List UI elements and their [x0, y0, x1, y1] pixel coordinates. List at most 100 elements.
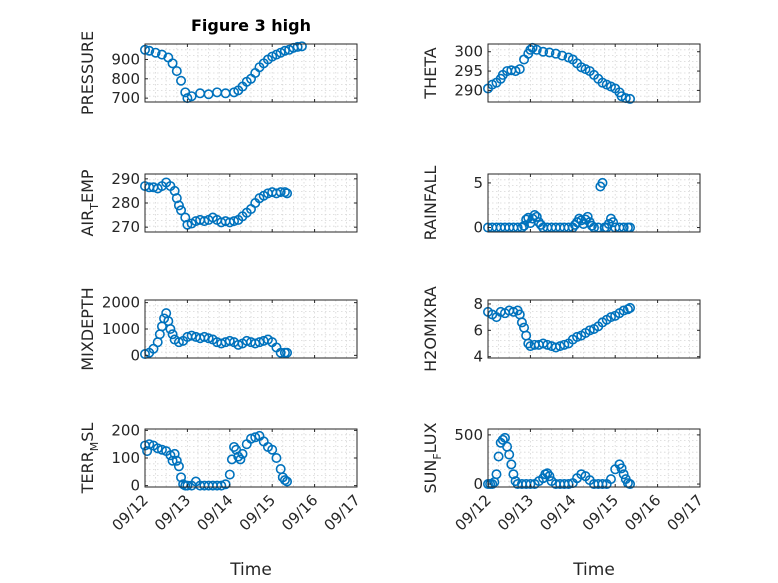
data-point — [165, 450, 176, 461]
scatter-points — [482, 42, 636, 104]
data-point — [267, 444, 278, 455]
data-point — [176, 75, 187, 86]
data-point — [176, 205, 187, 216]
data-point — [572, 331, 583, 342]
y-tick-label: 280 — [111, 194, 140, 212]
subplot-mixdepth: 0 1000 2000 MIXDEPTH — [78, 287, 358, 371]
y-tick-label: 290 — [454, 81, 483, 99]
data-point — [625, 302, 636, 313]
data-point — [519, 220, 530, 231]
chart-title: Figure 3 high — [191, 16, 311, 35]
x-tick-label: 09/13 — [494, 491, 537, 534]
data-point — [497, 434, 508, 445]
data-point — [538, 46, 549, 57]
x-tick-label: 09/13 — [151, 491, 194, 534]
y-axis-label: THETA — [421, 47, 440, 99]
data-point — [173, 200, 184, 211]
x-tick-label: 09/14 — [536, 491, 579, 534]
data-point — [246, 433, 257, 444]
data-point — [538, 338, 549, 349]
y-axis-label: RAINFALL — [421, 166, 440, 241]
data-point — [235, 454, 246, 465]
data-point — [279, 475, 290, 486]
data-point — [542, 339, 553, 350]
data-point — [176, 472, 187, 483]
x-tick-label: 09/17 — [321, 491, 364, 534]
data-point — [550, 342, 561, 353]
data-point — [212, 87, 223, 98]
x-axis-label: Time — [572, 560, 615, 580]
data-point — [559, 339, 570, 350]
data-point — [491, 469, 502, 480]
data-point — [199, 216, 210, 227]
data-point — [506, 459, 517, 470]
data-point — [582, 211, 593, 222]
data-point — [616, 463, 627, 474]
y-tick-label: 8 — [473, 295, 483, 313]
data-point — [525, 479, 536, 490]
data-point — [508, 469, 519, 480]
data-point — [275, 464, 286, 475]
x-tick-label: 09/12 — [109, 491, 152, 534]
data-point — [150, 47, 161, 58]
y-tick-label: 270 — [111, 218, 140, 236]
y-tick-label: 100 — [111, 449, 140, 467]
y-axis-label: TERRMSL — [78, 423, 101, 495]
scatter-points — [482, 177, 636, 233]
data-point — [165, 323, 176, 334]
data-point — [519, 54, 530, 65]
data-point — [250, 338, 261, 349]
data-point — [618, 305, 629, 316]
y-tick-label: 200 — [111, 421, 140, 439]
y-tick-label: 900 — [111, 50, 140, 68]
data-point — [216, 480, 227, 491]
data-point — [195, 88, 206, 99]
data-point — [224, 335, 235, 346]
data-point — [544, 471, 555, 482]
data-point — [282, 188, 293, 199]
data-point — [282, 476, 293, 487]
subplot-terr_msl: 0 100 200 09/12 09/13 09/14 09/15 09/16 09/17 TER… — [78, 421, 364, 580]
y-tick-label: 5 — [473, 174, 483, 192]
y-tick-label: 6 — [473, 321, 483, 339]
subplot-air_temp: 270 280 290 AIRTEMP — [78, 169, 358, 237]
x-axis-label: Time — [229, 560, 272, 580]
subplot-rainfall: 0 5 RAINFALL — [421, 166, 701, 241]
data-point — [199, 331, 210, 342]
scatter-points — [140, 308, 293, 360]
scatter-points — [140, 41, 307, 104]
data-point — [516, 317, 527, 328]
data-point — [279, 45, 290, 56]
data-point — [173, 337, 184, 348]
y-tick-label: 295 — [454, 62, 483, 80]
data-point — [203, 333, 214, 344]
y-axis-label: PRESSURE — [78, 31, 97, 115]
scatter-points — [140, 430, 293, 491]
data-point — [625, 479, 636, 490]
grid — [487, 174, 701, 232]
data-point — [586, 220, 597, 231]
y-tick-label: 4 — [473, 348, 483, 366]
data-point — [167, 329, 178, 340]
data-point — [519, 322, 530, 333]
data-point — [296, 41, 307, 52]
data-point — [229, 441, 240, 452]
y-tick-label: 290 — [111, 170, 140, 188]
data-point — [154, 329, 165, 340]
data-point — [557, 50, 568, 61]
data-point — [523, 338, 534, 349]
x-tick-label: 09/14 — [193, 491, 236, 534]
grid — [144, 300, 358, 358]
data-point — [156, 444, 167, 455]
data-point — [531, 211, 542, 222]
y-tick-label: 300 — [454, 43, 483, 61]
data-point — [142, 446, 153, 457]
scatter-points — [140, 177, 293, 230]
data-point — [508, 306, 519, 317]
data-point — [618, 469, 629, 480]
y-tick-label: 700 — [111, 89, 140, 107]
axes-frame — [144, 43, 358, 103]
data-point — [241, 335, 252, 346]
